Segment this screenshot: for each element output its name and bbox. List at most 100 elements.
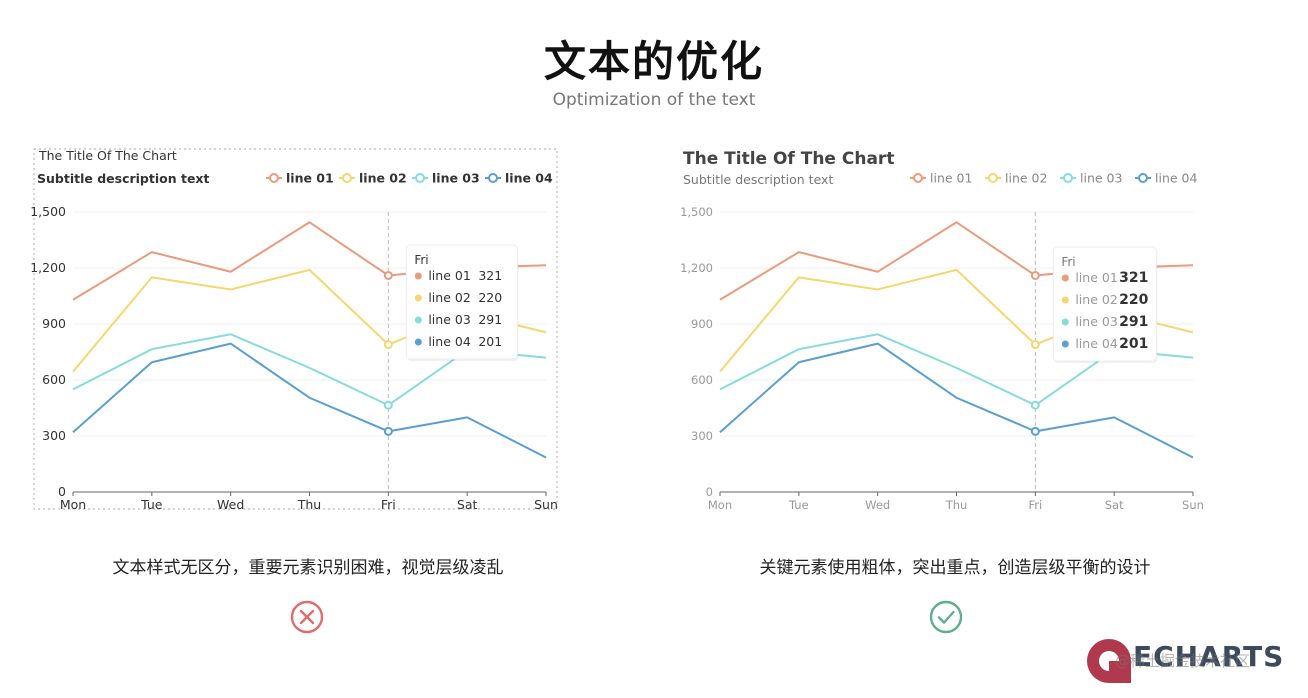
x-tick-label: Mon bbox=[708, 498, 732, 512]
tooltip-label: line 03 bbox=[428, 312, 470, 327]
x-tick-label: Thu bbox=[945, 498, 968, 512]
tooltip-marker bbox=[414, 294, 422, 302]
tooltip-value: 220 bbox=[1119, 292, 1148, 308]
chart-frame bbox=[33, 148, 558, 510]
y-tick-label: 900 bbox=[42, 316, 66, 331]
chart-title: The Title Of The Chart bbox=[38, 148, 177, 163]
legend-marker bbox=[415, 173, 425, 183]
tooltip-value: 291 bbox=[1119, 314, 1148, 330]
x-tick-label: Fri bbox=[1028, 498, 1042, 512]
y-tick-label: 300 bbox=[42, 428, 66, 443]
x-tick-label: Thu bbox=[297, 497, 321, 512]
legend-item: line 03 bbox=[1060, 171, 1122, 186]
x-tick-label: Mon bbox=[60, 497, 86, 512]
legend-marker bbox=[1063, 173, 1073, 183]
legend-marker bbox=[488, 173, 498, 183]
tooltip-label: line 01 bbox=[1075, 270, 1117, 285]
legend-marker bbox=[913, 173, 923, 183]
series-point bbox=[383, 340, 393, 350]
x-tick-label: Tue bbox=[140, 497, 163, 512]
series-point bbox=[383, 400, 393, 410]
series-point bbox=[1030, 400, 1040, 410]
series-point bbox=[1030, 340, 1040, 350]
x-tick-label: Sat bbox=[457, 497, 478, 512]
caption-after: 关键元素使用粗体，突出重点，创造层级平衡的设计 bbox=[759, 558, 1151, 578]
tooltip-value: 321 bbox=[478, 268, 502, 283]
legend-label: line 04 bbox=[505, 171, 553, 186]
tooltip-marker bbox=[1061, 296, 1069, 304]
series-line bbox=[719, 342, 1194, 459]
y-tick-label: 1,500 bbox=[30, 204, 66, 219]
page-subtitle: Optimization of the text bbox=[552, 90, 756, 110]
tooltip-label: line 02 bbox=[428, 290, 470, 305]
x-tick-label: Wed bbox=[865, 498, 890, 512]
chart-before-svg: The Title Of The Chart Subtitle descripti… bbox=[30, 148, 558, 512]
chart-before: The Title Of The Chart Subtitle descripti… bbox=[28, 140, 588, 520]
legend-marker bbox=[342, 173, 352, 183]
legend-label: line 01 bbox=[930, 171, 972, 186]
legend-label: line 03 bbox=[1080, 171, 1122, 186]
legend-marker bbox=[988, 173, 998, 183]
legend-label: line 01 bbox=[286, 171, 334, 186]
legend-marker bbox=[269, 173, 279, 183]
series-point bbox=[383, 270, 393, 280]
tooltip-label: line 02 bbox=[1075, 292, 1117, 307]
legend-item: line 01 bbox=[266, 171, 334, 186]
y-tick-label: 0 bbox=[58, 484, 66, 499]
tooltip-marker bbox=[414, 338, 422, 346]
legend-item: line 02 bbox=[339, 171, 407, 186]
legend-label: line 04 bbox=[1155, 171, 1197, 186]
tooltip-label: line 04 bbox=[1075, 336, 1117, 351]
series-point bbox=[1030, 426, 1040, 436]
y-tick-label: 1,500 bbox=[680, 205, 713, 219]
legend-label: line 02 bbox=[359, 171, 407, 186]
y-tick-label: 0 bbox=[706, 485, 713, 499]
cross-circle-icon bbox=[290, 600, 324, 634]
x-tick-label: Sun bbox=[1182, 498, 1204, 512]
echarts-logo-mark-icon bbox=[1087, 639, 1131, 683]
series-point bbox=[383, 426, 393, 436]
echarts-logo: ECHARTS bbox=[1085, 636, 1300, 686]
legend-item: line 04 bbox=[1135, 171, 1197, 186]
legend-label: line 03 bbox=[432, 171, 480, 186]
check-circle-icon bbox=[929, 600, 963, 634]
tooltip-box bbox=[405, 244, 518, 360]
tooltip-box bbox=[1052, 246, 1157, 362]
legend-item: line 03 bbox=[412, 171, 480, 186]
tooltip-value: 220 bbox=[478, 290, 502, 305]
y-tick-label: 1,200 bbox=[680, 261, 713, 275]
tooltip-value: 321 bbox=[1119, 270, 1148, 286]
watermark: @稀土掘金技术社区 bbox=[1115, 652, 1251, 670]
legend-item: line 02 bbox=[985, 171, 1047, 186]
y-tick-label: 600 bbox=[42, 372, 66, 387]
y-tick-label: 300 bbox=[691, 429, 713, 443]
tooltip-value: 291 bbox=[478, 312, 502, 327]
page-title: 文本的优化 bbox=[543, 37, 764, 86]
x-tick-label: Wed bbox=[217, 497, 244, 512]
x-tick-label: Sun bbox=[534, 497, 558, 512]
tooltip-marker bbox=[414, 316, 422, 324]
tooltip-label: line 01 bbox=[428, 268, 470, 283]
tooltip-marker bbox=[1061, 274, 1069, 282]
series-point bbox=[1030, 270, 1040, 280]
x-tick-label: Fri bbox=[381, 497, 396, 512]
legend-label: line 02 bbox=[1005, 171, 1047, 186]
tooltip-label: line 03 bbox=[1075, 314, 1117, 329]
chart-after: The Title Of The Chart Subtitle descripti… bbox=[675, 140, 1235, 520]
y-tick-label: 600 bbox=[691, 373, 713, 387]
tooltip-header: Fri bbox=[414, 253, 428, 267]
y-tick-label: 1,200 bbox=[30, 260, 66, 275]
x-tick-label: Sat bbox=[1105, 498, 1124, 512]
tooltip-label: line 04 bbox=[428, 334, 470, 349]
logo-text: ECHARTS bbox=[1133, 640, 1285, 673]
tooltip-header: Fri bbox=[1061, 255, 1075, 269]
legend-marker bbox=[1138, 173, 1148, 183]
caption-before: 文本样式无区分，重要元素识别困难，视觉层级凌乱 bbox=[112, 558, 504, 578]
chart-title: The Title Of The Chart bbox=[683, 149, 894, 169]
series-line bbox=[72, 342, 547, 459]
tooltip-marker bbox=[414, 272, 422, 280]
chart-after-svg: The Title Of The Chart Subtitle descripti… bbox=[680, 149, 1204, 512]
tooltip-marker bbox=[1061, 340, 1069, 348]
tooltip-value: 201 bbox=[478, 334, 502, 349]
